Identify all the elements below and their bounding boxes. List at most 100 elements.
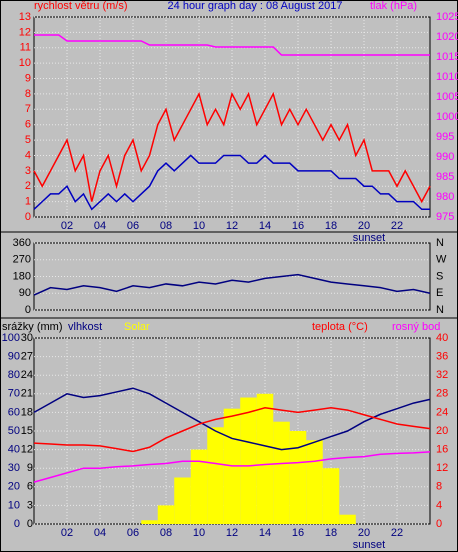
y-tick-label: 7 [25, 103, 31, 115]
y2-tick-label: 24 [436, 406, 448, 418]
series-line [33, 451, 431, 483]
y-tick-label: 10 [8, 499, 20, 511]
y2-tick-label: S [436, 270, 443, 282]
legend-label: vlhkost [68, 321, 102, 333]
y-tick-label: 3 [25, 165, 31, 177]
y3-tick-label: 6 [27, 481, 33, 493]
y-tick-label: 12 [19, 26, 31, 38]
y-tick-label: 0 [25, 211, 31, 223]
x-tick-label: 14 [259, 527, 271, 539]
annotation: sunset [353, 539, 385, 551]
x-tick-label: 22 [391, 220, 403, 232]
y2-tick-label: 20 [436, 425, 448, 437]
y-tick-label: 20 [8, 481, 20, 493]
y3-tick-label: 9 [27, 462, 33, 474]
x-tick-label: 04 [94, 527, 106, 539]
x-tick-label: 12 [226, 220, 238, 232]
y3-tick-label: 15 [21, 425, 33, 437]
y-tick-label: 100 [2, 332, 20, 344]
x-tick-label: 04 [94, 220, 106, 232]
y3-tick-label: 27 [21, 351, 33, 363]
y2-tick-label: 975 [436, 211, 454, 223]
y-tick-label: 4 [25, 149, 31, 161]
y-tick-label: 60 [8, 406, 20, 418]
solar-bar [157, 505, 175, 524]
solar-bar [289, 431, 307, 524]
x-tick-label: 22 [391, 527, 403, 539]
y2-tick-label: N [436, 237, 444, 249]
y-tick-label: 13 [19, 11, 31, 23]
series-line [34, 34, 430, 56]
legend-label: Solar [124, 321, 150, 333]
chart-title: 24 hour graph day : 08 August 2017 [168, 0, 343, 12]
y-tick-label: 50 [8, 425, 20, 437]
solar-bar [322, 468, 340, 524]
y-tick-label: 80 [8, 369, 20, 381]
x-tick-label: 06 [127, 220, 139, 232]
x-tick-label: 20 [358, 220, 370, 232]
y3-tick-label: 3 [27, 499, 33, 511]
annotation: sunset [353, 232, 385, 244]
y-label: rychlost větru (m/s) [34, 0, 128, 12]
x-tick-label: 20 [358, 527, 370, 539]
x-tick-label: 12 [226, 527, 238, 539]
x-tick-label: 10 [193, 527, 205, 539]
y2-tick-label: 985 [436, 171, 454, 183]
y-tick-label: 360 [13, 237, 31, 249]
y-tick-label: 2 [25, 180, 31, 192]
y2-tick-label: W [436, 254, 447, 266]
y-tick-label: 270 [13, 254, 31, 266]
y2-tick-label: 40 [436, 332, 448, 344]
y2-tick-label: 0 [436, 518, 442, 530]
solar-bar [339, 514, 356, 524]
x-tick-label: 08 [160, 220, 172, 232]
solar-bar [190, 449, 208, 524]
legend-label: rosný bod [392, 321, 440, 333]
x-tick-label: 16 [292, 220, 304, 232]
y-tick-label: 11 [20, 42, 31, 54]
y2-tick-label: E [436, 287, 443, 299]
solar-bar [273, 421, 290, 524]
y2-tick-label: 4 [436, 499, 442, 511]
y2-tick-label: 1010 [436, 71, 458, 83]
x-tick-label: 14 [259, 220, 271, 232]
y2-tick-label: 28 [436, 388, 448, 400]
y-tick-label: 5 [25, 134, 31, 146]
y2-tick-label: 12 [436, 462, 448, 474]
y-tick-label: 90 [19, 287, 31, 299]
series-line [33, 91, 431, 204]
y-tick-label: 180 [13, 270, 31, 282]
y-tick-label: 10 [19, 57, 31, 69]
x-tick-label: 08 [160, 527, 172, 539]
y3-tick-label: 12 [21, 444, 33, 456]
y2-tick-label: 1005 [436, 91, 458, 103]
y3-tick-label: 30 [21, 332, 33, 344]
series-line [33, 154, 430, 211]
solar-bar [207, 427, 224, 524]
x-tick-label: 06 [127, 527, 139, 539]
solar-bar [174, 477, 191, 524]
x-tick-label: 10 [193, 220, 205, 232]
x-tick-label: 18 [325, 527, 337, 539]
x-tick-label: 16 [292, 527, 304, 539]
y2-tick-label: N [436, 304, 444, 316]
y3-tick-label: 18 [21, 406, 33, 418]
solar-bar [256, 393, 274, 524]
y-tick-label: 0 [25, 304, 31, 316]
y2-tick-label: 980 [436, 191, 454, 203]
solar-bar [306, 440, 323, 524]
y2-label: tlak (hPa) [370, 0, 417, 12]
y-tick-label: 90 [8, 351, 20, 363]
solar-bar [141, 520, 158, 524]
y3-tick-label: 24 [21, 369, 33, 381]
x-tick-label: 02 [61, 527, 73, 539]
y2-tick-label: 1015 [436, 51, 458, 63]
y3-tick-label: 21 [21, 388, 33, 400]
legend-label: teplota (°C) [312, 321, 368, 333]
y2-tick-label: 1020 [436, 31, 458, 43]
y2-tick-label: 990 [436, 151, 454, 163]
y2-tick-label: 1025 [436, 11, 458, 23]
y2-tick-label: 8 [436, 481, 442, 493]
y3-tick-label: 0 [27, 518, 33, 530]
